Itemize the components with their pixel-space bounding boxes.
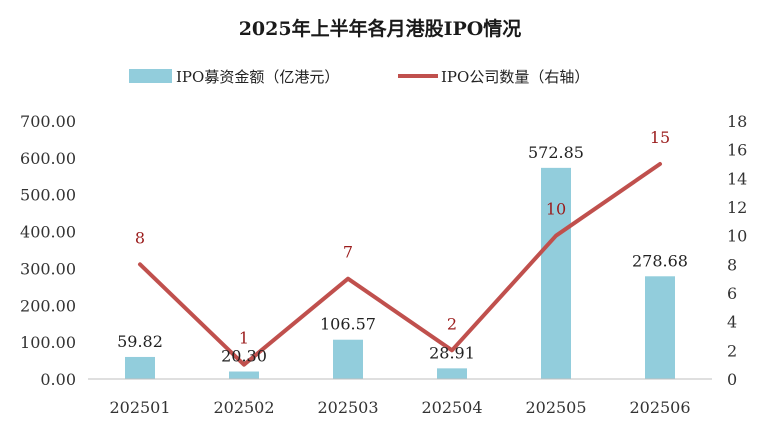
x-tick-label: 202504 (421, 398, 482, 417)
bar-data-label: 20.30 (221, 347, 267, 366)
x-tick-label: 202506 (629, 398, 690, 417)
line-data-label: 2 (447, 314, 457, 333)
bar (333, 339, 363, 379)
y-right-tick-label: 16 (727, 141, 747, 160)
y-right-tick-label: 4 (727, 313, 737, 332)
legend: IPO募资金额（亿港元） IPO公司数量（右轴） (129, 68, 589, 86)
line-series (138, 162, 662, 367)
bar (541, 167, 571, 379)
y-left-tick-label: 100.00 (20, 333, 76, 352)
series-line (138, 162, 662, 367)
line-data-label: 8 (135, 228, 145, 247)
legend-label-line: IPO公司数量（右轴） (441, 68, 589, 86)
y-axis-left: 0.00 100.00 200.00 300.00 400.00 500.00 600.00… (20, 112, 76, 389)
bar-data-label: 28.91 (429, 343, 475, 362)
y-right-tick-label: 10 (727, 227, 747, 246)
bar (125, 356, 155, 379)
y-left-tick-label: 500.00 (20, 186, 76, 205)
line-data-label: 10 (546, 200, 566, 219)
x-tick-label: 202501 (109, 398, 170, 417)
x-tick-label: 202505 (525, 398, 586, 417)
y-left-tick-label: 400.00 (20, 223, 76, 242)
bar-data-labels: 59.82 20.30 106.57 28.91 572.85 278.68 (117, 143, 688, 366)
chart-title: 2025年上半年各月港股IPO情况 (239, 17, 522, 40)
y-right-tick-label: 12 (727, 198, 747, 217)
legend-swatch-bar (129, 69, 172, 83)
bar-data-label: 572.85 (528, 143, 584, 162)
y-right-tick-label: 8 (727, 255, 737, 274)
legend-label-bar: IPO募资金额（亿港元） (176, 68, 339, 86)
bar-data-label: 59.82 (117, 332, 163, 351)
y-right-tick-label: 6 (727, 284, 737, 303)
line-data-label: 1 (239, 329, 249, 348)
y-right-tick-label: 2 (727, 341, 737, 360)
y-left-tick-label: 300.00 (20, 259, 76, 278)
y-left-tick-label: 200.00 (20, 296, 76, 315)
x-tick-label: 202503 (317, 398, 378, 417)
bar-data-label: 106.57 (320, 315, 376, 334)
line-data-labels: 8 1 7 2 10 15 (135, 128, 670, 348)
y-left-tick-label: 600.00 (20, 149, 76, 168)
bar (229, 371, 259, 379)
y-axis-right: 0 2 4 6 8 10 12 14 16 18 (727, 112, 747, 389)
y-right-tick-label: 0 (727, 370, 737, 389)
x-tick-label: 202502 (213, 398, 274, 417)
line-data-label: 15 (650, 128, 670, 147)
line-data-label: 7 (343, 243, 353, 262)
y-left-tick-label: 0.00 (40, 370, 76, 389)
y-left-tick-label: 700.00 (20, 112, 76, 131)
bar-data-label: 278.68 (632, 251, 688, 270)
bar (645, 276, 675, 379)
bar-series (125, 167, 675, 379)
y-right-tick-label: 18 (727, 112, 747, 131)
x-axis: 202501 202502 202503 202504 202505 202506 (109, 398, 690, 417)
bar (437, 368, 467, 379)
y-right-tick-label: 14 (727, 169, 747, 188)
